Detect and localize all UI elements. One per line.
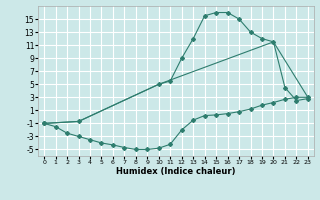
X-axis label: Humidex (Indice chaleur): Humidex (Indice chaleur) bbox=[116, 167, 236, 176]
